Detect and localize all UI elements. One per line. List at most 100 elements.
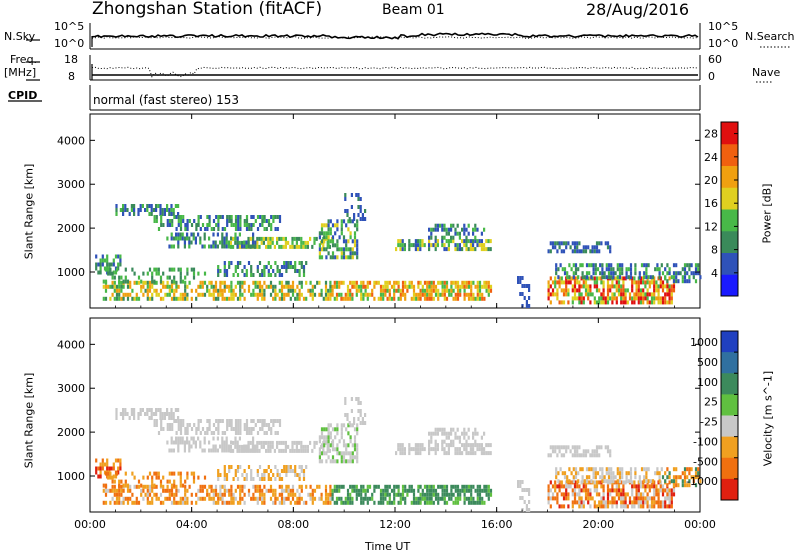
range-cell	[162, 427, 165, 431]
range-cell	[256, 440, 259, 445]
range-cell	[247, 444, 250, 449]
range-cell	[181, 296, 185, 301]
range-cell	[188, 240, 191, 245]
range-cell	[124, 479, 127, 484]
range-cell	[114, 474, 118, 479]
range-cell	[549, 488, 552, 493]
range-cell	[404, 500, 407, 505]
range-cell	[692, 479, 695, 484]
range-cell	[489, 451, 492, 456]
range-cell	[360, 296, 363, 301]
range-cell	[252, 436, 255, 441]
range-cell	[600, 504, 603, 509]
range-cell	[122, 483, 125, 488]
range-cell	[465, 280, 468, 285]
range-cell	[278, 473, 281, 477]
range-cell	[340, 223, 343, 228]
range-cell	[212, 423, 216, 427]
range-cell	[201, 284, 204, 289]
range-cell	[602, 484, 605, 489]
range-cell	[325, 255, 328, 260]
range-cell	[393, 484, 396, 489]
range-cell	[324, 280, 328, 285]
range-cell	[215, 427, 218, 431]
range-cell	[517, 480, 520, 484]
range-cell	[107, 284, 110, 289]
range-cell	[388, 492, 391, 497]
range-cell	[259, 223, 262, 227]
range-cell	[175, 488, 178, 493]
range-cell	[130, 208, 133, 212]
range-cell	[430, 488, 433, 493]
range-cell	[675, 483, 678, 488]
range-cell	[190, 240, 193, 245]
range-cell	[229, 444, 232, 449]
range-cell	[148, 212, 151, 216]
range-cell	[556, 496, 559, 501]
range-cell	[481, 488, 484, 493]
range-cell	[567, 504, 570, 509]
range-cell	[602, 292, 605, 297]
range-cell	[177, 223, 180, 227]
range-cell	[119, 208, 122, 212]
range-cell	[111, 284, 114, 289]
range-cell	[474, 235, 477, 240]
range-cell	[300, 292, 303, 297]
range-cell	[106, 262, 109, 267]
range-cell	[399, 492, 402, 497]
range-cell	[624, 288, 627, 293]
range-cell	[606, 488, 610, 493]
range-cell	[528, 284, 531, 288]
range-cell	[587, 480, 590, 485]
range-cell	[393, 292, 396, 297]
range-cell	[467, 496, 471, 501]
range-cell	[203, 448, 206, 453]
range-cell	[364, 209, 367, 213]
range-cell	[215, 223, 218, 227]
range-cell	[256, 215, 260, 219]
range-cell	[607, 271, 611, 276]
range-cell	[397, 243, 400, 248]
range-cell	[289, 296, 292, 301]
range-cell	[611, 300, 614, 305]
range-cell	[223, 261, 226, 265]
range-cell	[250, 223, 253, 227]
range-cell	[587, 500, 590, 505]
range-cell	[262, 236, 265, 241]
range-cell	[126, 292, 130, 297]
range-cell	[487, 492, 490, 497]
range-cell	[452, 443, 455, 448]
range-cell	[554, 280, 557, 285]
range-cell	[351, 219, 354, 224]
range-cell	[323, 235, 326, 240]
range-cell	[256, 488, 259, 493]
range-cell	[562, 249, 566, 254]
range-cell	[659, 480, 662, 485]
range-cell	[295, 448, 298, 453]
range-cell	[295, 444, 298, 449]
freq-top-tick: 18	[64, 53, 78, 66]
range-cell	[615, 300, 618, 305]
range-cell	[346, 213, 349, 217]
range-cell	[139, 208, 142, 212]
range-cell	[250, 477, 253, 481]
range-cell	[267, 440, 270, 445]
range-cell	[434, 427, 437, 432]
range-cell	[658, 479, 661, 484]
range-cell	[217, 227, 220, 231]
range-cell	[686, 263, 689, 268]
range-cell	[690, 271, 693, 276]
range-cell	[170, 483, 174, 488]
range-cell	[353, 217, 356, 221]
range-cell	[583, 479, 586, 484]
range-cell	[622, 500, 625, 505]
range-cell	[487, 284, 490, 289]
range-cell	[270, 419, 273, 423]
range-cell	[236, 500, 240, 505]
range-cell	[634, 467, 637, 472]
range-cell	[230, 215, 233, 219]
range-cell	[353, 447, 357, 452]
range-cell	[325, 231, 328, 236]
range-cell	[646, 280, 649, 285]
